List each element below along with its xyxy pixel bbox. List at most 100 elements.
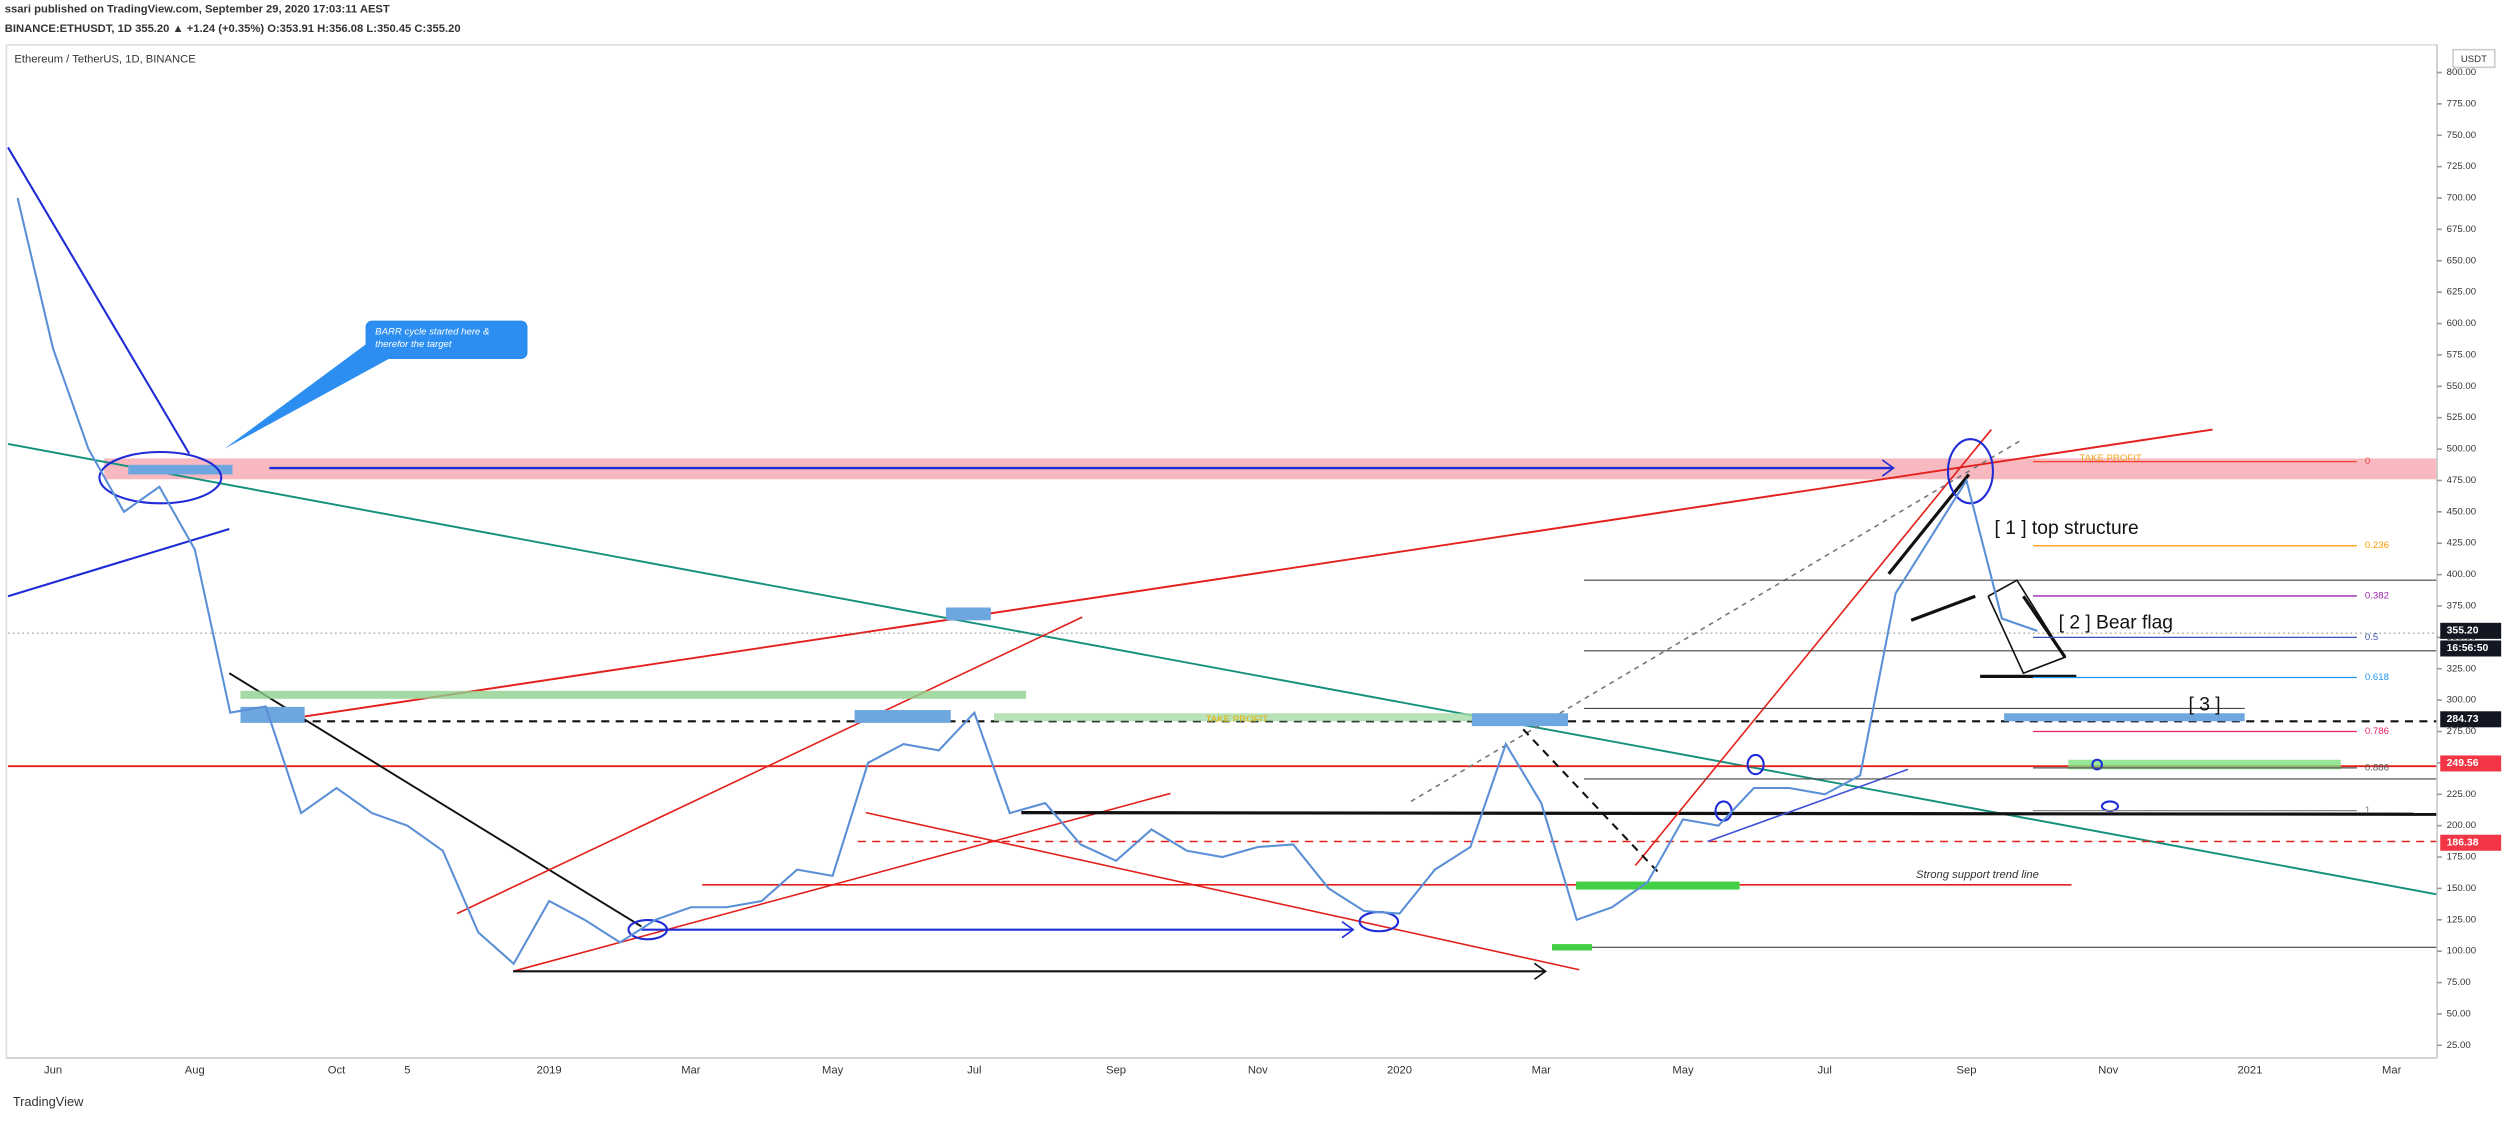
zone (1471, 713, 1569, 727)
x-tick-label: 2020 (1387, 1065, 1412, 1077)
highlight-circle (627, 918, 669, 941)
x-tick-label: Nov (2098, 1065, 2118, 1077)
y-tick-label: 200.00 (2447, 820, 2476, 831)
trend-line (1707, 768, 1909, 843)
y-tick-label: 650.00 (2447, 255, 2476, 266)
flag (2022, 595, 2067, 659)
y-unit: USDT (2461, 54, 2487, 65)
y-tick-label: 50.00 (2447, 1008, 2471, 1019)
x-tick-label: Mar (2382, 1065, 2402, 1077)
annotation: [ 1 ] top structure (1995, 518, 2139, 539)
callout-pointer (224, 339, 395, 449)
callout-text: BARR cycle started here & (375, 326, 489, 337)
structure-line (1887, 473, 1971, 575)
x-tick-label: Jul (967, 1065, 981, 1077)
zone (945, 607, 991, 621)
author-line: ssari published on TradingView.com, Sept… (5, 4, 390, 16)
y-tick-label: 750.00 (2447, 130, 2476, 141)
y-tick-label: 475.00 (2447, 475, 2476, 486)
x-tick-label: 2021 (2237, 1065, 2262, 1077)
x-tick-label: Sep (1956, 1065, 1976, 1077)
x-tick-label: Nov (1248, 1065, 1268, 1077)
zone (1576, 881, 1740, 890)
y-tick-label: 700.00 (2447, 193, 2476, 204)
flag (1987, 579, 2067, 675)
arrow-head (1881, 459, 1895, 477)
x-tick-label: Mar (1532, 1065, 1552, 1077)
x-tick-label: Jul (1818, 1065, 1832, 1077)
trend-line (865, 811, 1580, 971)
fib-label: 0.382 (2365, 590, 2389, 601)
price-tag (2440, 622, 2502, 639)
fib-label: 0.236 (2365, 540, 2389, 551)
zone (128, 464, 233, 475)
y-tick-label: 150.00 (2447, 883, 2476, 894)
fib-label: 1 (2365, 805, 2370, 816)
x-tick-label: Sep (1106, 1065, 1126, 1077)
x-tick-label: Aug (185, 1065, 205, 1077)
x-tick-label: May (822, 1065, 844, 1077)
y-tick-label: 100.00 (2447, 946, 2476, 957)
y-tick-label: 625.00 (2447, 287, 2476, 298)
y-tick-label: 275.00 (2447, 726, 2476, 737)
arrow-head (1341, 920, 1355, 939)
trend-line (7, 146, 191, 455)
y-tick-label: 550.00 (2447, 381, 2476, 392)
y-tick-label: 400.00 (2447, 569, 2476, 580)
y-tick-label: 525.00 (2447, 412, 2476, 423)
fib-label: 0.886 (2365, 762, 2389, 773)
callout-text: therefor the target (375, 339, 452, 350)
x-tick-label: Mar (681, 1065, 701, 1077)
unit-box (2452, 48, 2496, 69)
countdown-tag (2440, 640, 2502, 657)
y-tick-label: 775.00 (2447, 98, 2476, 109)
zone (994, 713, 1564, 722)
trend-line (456, 616, 1083, 915)
callout-box (365, 320, 528, 360)
y-tick-label: 725.00 (2447, 161, 2476, 172)
zone (240, 706, 305, 723)
price-line (16, 197, 2038, 966)
zone (240, 690, 1027, 699)
y-tick-label: 800.00 (2447, 67, 2476, 78)
price-tag-label: 284.73 (2447, 714, 2479, 725)
highlight-circle (98, 450, 223, 505)
y-tick-label: 300.00 (2447, 695, 2476, 706)
y-tick-label: 450.00 (2447, 506, 2476, 517)
highlight-circle (2091, 758, 2103, 771)
zone (854, 710, 951, 723)
y-tick-label: 225.00 (2447, 789, 2476, 800)
highlight-circle (1946, 438, 1994, 505)
y-tick-label: 575.00 (2447, 349, 2476, 360)
fib-label: 0.618 (2365, 672, 2389, 683)
x-tick-label: Oct (328, 1065, 346, 1077)
price-tag (2440, 711, 2502, 728)
arrow-head (1533, 962, 1547, 980)
zone (2004, 713, 2245, 722)
y-tick-label: 600.00 (2447, 318, 2476, 329)
brand: TradingView (13, 1094, 84, 1109)
zone (1552, 944, 1593, 951)
y-tick-label: 325.00 (2447, 663, 2476, 674)
price-tag-label: 186.38 (2447, 838, 2479, 849)
price-tag (2440, 834, 2502, 851)
annotation: [ 3 ] (2189, 694, 2221, 715)
y-tick-label: 75.00 (2447, 977, 2471, 988)
trend-line (1522, 728, 1661, 875)
fib-label: 0 (2365, 456, 2370, 467)
x-tick-label: 5 (404, 1065, 410, 1077)
structure-line (1910, 594, 1976, 622)
fib-label: 0.786 (2365, 726, 2389, 737)
x-tick-label: May (1672, 1065, 1694, 1077)
y-tick-label: 425.00 (2447, 538, 2476, 549)
price-tag-label: 249.56 (2447, 758, 2479, 769)
y-tick-label: 25.00 (2447, 1040, 2471, 1051)
y-tick-label: 125.00 (2447, 914, 2476, 925)
y-tick-label: 675.00 (2447, 224, 2476, 235)
countdown: 16:56:50 (2447, 643, 2489, 654)
annotation: Strong support trend line (1916, 869, 2039, 881)
trend-line (1410, 440, 2021, 803)
